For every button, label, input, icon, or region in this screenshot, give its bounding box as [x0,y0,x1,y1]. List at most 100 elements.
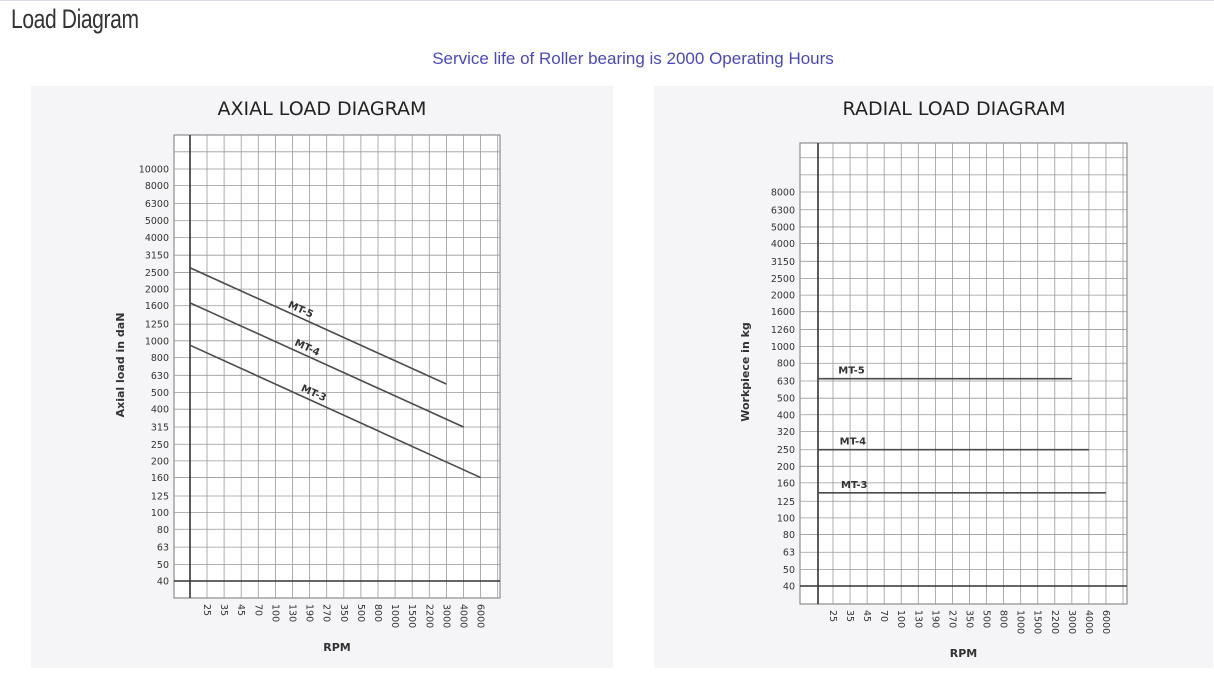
x-tick-label: 130 [912,610,923,628]
y-tick-label: 100 [151,508,169,519]
y-tick-label: 250 [777,445,795,456]
plot-frame [799,142,1128,605]
y-tick-label: 800 [151,353,169,364]
series-label: MT-4 [840,437,866,448]
y-tick-label: 3150 [771,257,795,268]
series-label: MT-3 [841,480,867,491]
y-tick-label: 200 [151,456,169,467]
y-tick-label: 1000 [145,336,169,347]
y-tick-label: 5000 [145,216,169,227]
x-tick-label: 190 [304,604,315,622]
chart-title: AXIAL LOAD DIAGRAM [218,98,427,120]
y-tick-label: 1600 [145,301,169,312]
y-tick-label: 4000 [145,233,169,244]
y-tick-label: 1250 [145,320,169,331]
series-line [189,267,447,385]
plot-frame [173,134,501,599]
y-tick-label: 2000 [145,285,169,296]
y-tick-label: 6300 [771,205,795,216]
x-axis-label: RPM [323,641,350,654]
y-tick-label: 200 [777,462,795,473]
x-tick-label: 35 [844,610,855,622]
x-tick-label: 70 [878,610,889,622]
y-tick-label: 400 [151,405,169,416]
x-tick-label: 270 [946,610,957,628]
y-axis-label: Axial load in daN [114,313,127,418]
service-note: Service life of Roller bearing is 2000 O… [432,49,834,68]
x-tick-label: 6000 [475,604,486,628]
y-tick-label: 160 [151,473,169,484]
x-tick-label: 1500 [406,604,417,628]
y-tick-label: 400 [777,410,795,421]
x-tick-label: 3000 [440,604,451,628]
y-tick-label: 1600 [771,307,795,318]
y-tick-label: 40 [783,582,795,593]
y-tick-label: 63 [157,543,169,554]
y-tick-label: 8000 [771,188,795,199]
x-tick-label: 100 [895,610,906,628]
y-tick-label: 1000 [771,342,795,353]
x-tick-label: 800 [998,610,1009,628]
y-tick-label: 63 [783,548,795,559]
y-tick-label: 10000 [139,165,169,176]
x-tick-label: 35 [218,604,229,616]
x-tick-label: 2200 [1049,610,1060,634]
y-tick-label: 4000 [771,239,795,250]
y-tick-label: 630 [151,371,169,382]
x-tick-label: 1500 [1032,610,1043,634]
x-tick-label: 4000 [458,604,469,628]
series-line [189,344,481,479]
page-title: Load Diagram [11,4,139,34]
y-tick-label: 80 [157,525,169,536]
y-tick-label: 500 [151,388,169,399]
series-label: MT-5 [838,366,864,377]
x-tick-label: 45 [861,610,872,622]
x-tick-label: 190 [929,610,940,628]
x-tick-label: 350 [338,604,349,622]
x-tick-label: 350 [963,610,974,628]
y-tick-label: 5000 [771,222,795,233]
x-tick-label: 70 [252,604,263,616]
chart-title: RADIAL LOAD DIAGRAM [843,98,1066,120]
x-tick-label: 270 [321,604,332,622]
x-tick-label: 100 [269,604,280,622]
x-tick-label: 2200 [423,604,434,628]
x-tick-label: 4000 [1083,610,1094,634]
y-tick-label: 1260 [771,325,795,336]
y-tick-label: 125 [777,497,795,508]
x-tick-label: 25 [201,604,212,616]
series-line [189,302,464,428]
y-tick-label: 2500 [145,268,169,279]
y-tick-label: 50 [783,565,795,576]
x-tick-label: 1000 [1015,610,1026,634]
y-tick-label: 125 [151,491,169,502]
x-tick-label: 1000 [389,604,400,628]
x-tick-label: 130 [287,604,298,622]
y-tick-label: 50 [157,560,169,571]
y-tick-label: 100 [777,513,795,524]
y-tick-label: 320 [777,427,795,438]
y-tick-label: 8000 [145,181,169,192]
y-tick-label: 500 [777,394,795,405]
top-border [0,0,1214,1]
y-tick-label: 6300 [145,199,169,210]
x-tick-label: 500 [355,604,366,622]
y-tick-label: 3150 [145,251,169,262]
x-tick-label: 800 [372,604,383,622]
x-tick-label: 45 [235,604,246,616]
y-tick-label: 630 [777,376,795,387]
y-tick-label: 315 [151,423,169,434]
x-tick-label: 500 [981,610,992,628]
y-tick-label: 160 [777,478,795,489]
y-tick-label: 800 [777,359,795,370]
x-tick-label: 6000 [1100,610,1111,634]
x-tick-label: 3000 [1066,610,1077,634]
y-tick-label: 250 [151,440,169,451]
y-tick-label: 2500 [771,274,795,285]
x-tick-label: 25 [827,610,838,622]
x-axis-label: RPM [950,647,977,660]
y-tick-label: 80 [783,530,795,541]
y-tick-label: 40 [157,577,169,588]
